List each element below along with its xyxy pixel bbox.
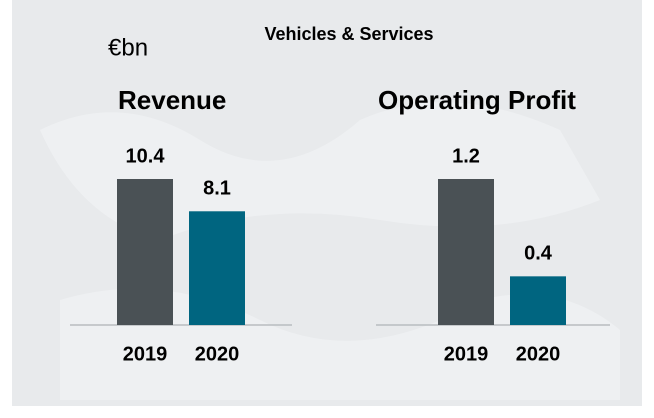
value-label: 0.4: [524, 243, 553, 265]
value-label: 10.4: [126, 145, 166, 167]
section-title: Vehicles & Services: [264, 24, 433, 44]
value-label: 8.1: [203, 178, 231, 200]
x-tick-label: 2020: [195, 343, 240, 365]
x-tick-label: 2019: [123, 343, 168, 365]
x-tick-label: 2019: [444, 343, 489, 365]
chart-title: Operating Profit: [378, 85, 576, 115]
bar: [117, 179, 173, 325]
value-label: 1.2: [452, 145, 480, 167]
unit-label: €bn: [108, 34, 148, 61]
bar: [438, 179, 494, 325]
bar: [510, 276, 566, 325]
chart-title: Revenue: [118, 85, 226, 115]
x-tick-label: 2020: [516, 343, 561, 365]
bar: [189, 211, 245, 325]
